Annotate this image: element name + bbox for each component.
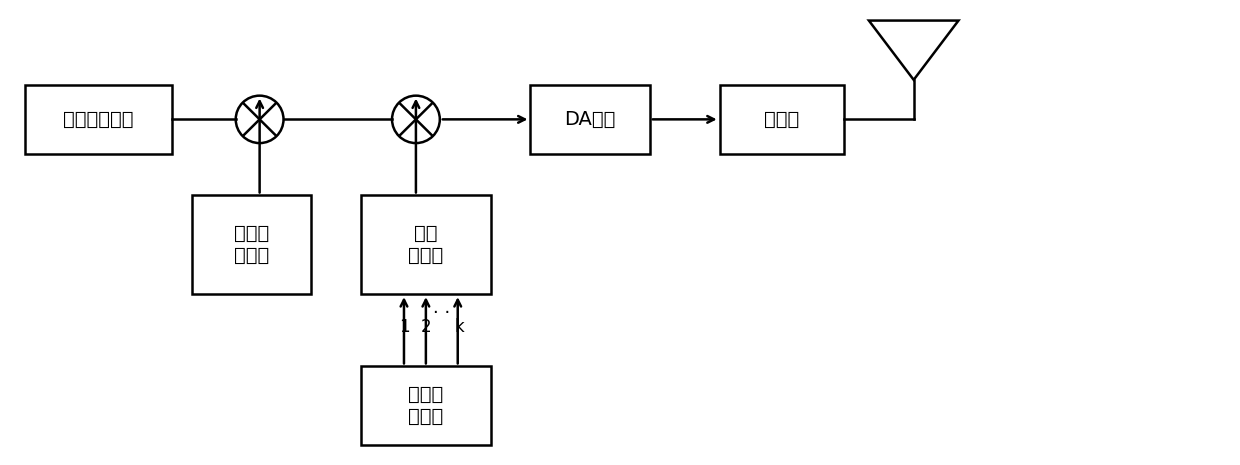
Text: 1: 1	[398, 319, 409, 336]
Bar	[361, 195, 491, 294]
Bar	[361, 366, 491, 445]
Bar	[192, 195, 311, 294]
Text: 频率
合成器: 频率 合成器	[408, 224, 444, 266]
Text: · ·: · ·	[433, 304, 450, 321]
Text: 2: 2	[420, 319, 432, 336]
Text: 上变频: 上变频	[764, 110, 800, 129]
Bar	[25, 85, 172, 154]
Bar	[531, 85, 650, 154]
Text: k: k	[455, 319, 465, 336]
Text: 调制信号产生: 调制信号产生	[63, 110, 134, 129]
Text: DA转换: DA转换	[564, 110, 616, 129]
Text: 扩频码
发生器: 扩频码 发生器	[408, 385, 444, 426]
Bar	[719, 85, 844, 154]
Text: 直扩码
产生器: 直扩码 产生器	[234, 224, 269, 266]
